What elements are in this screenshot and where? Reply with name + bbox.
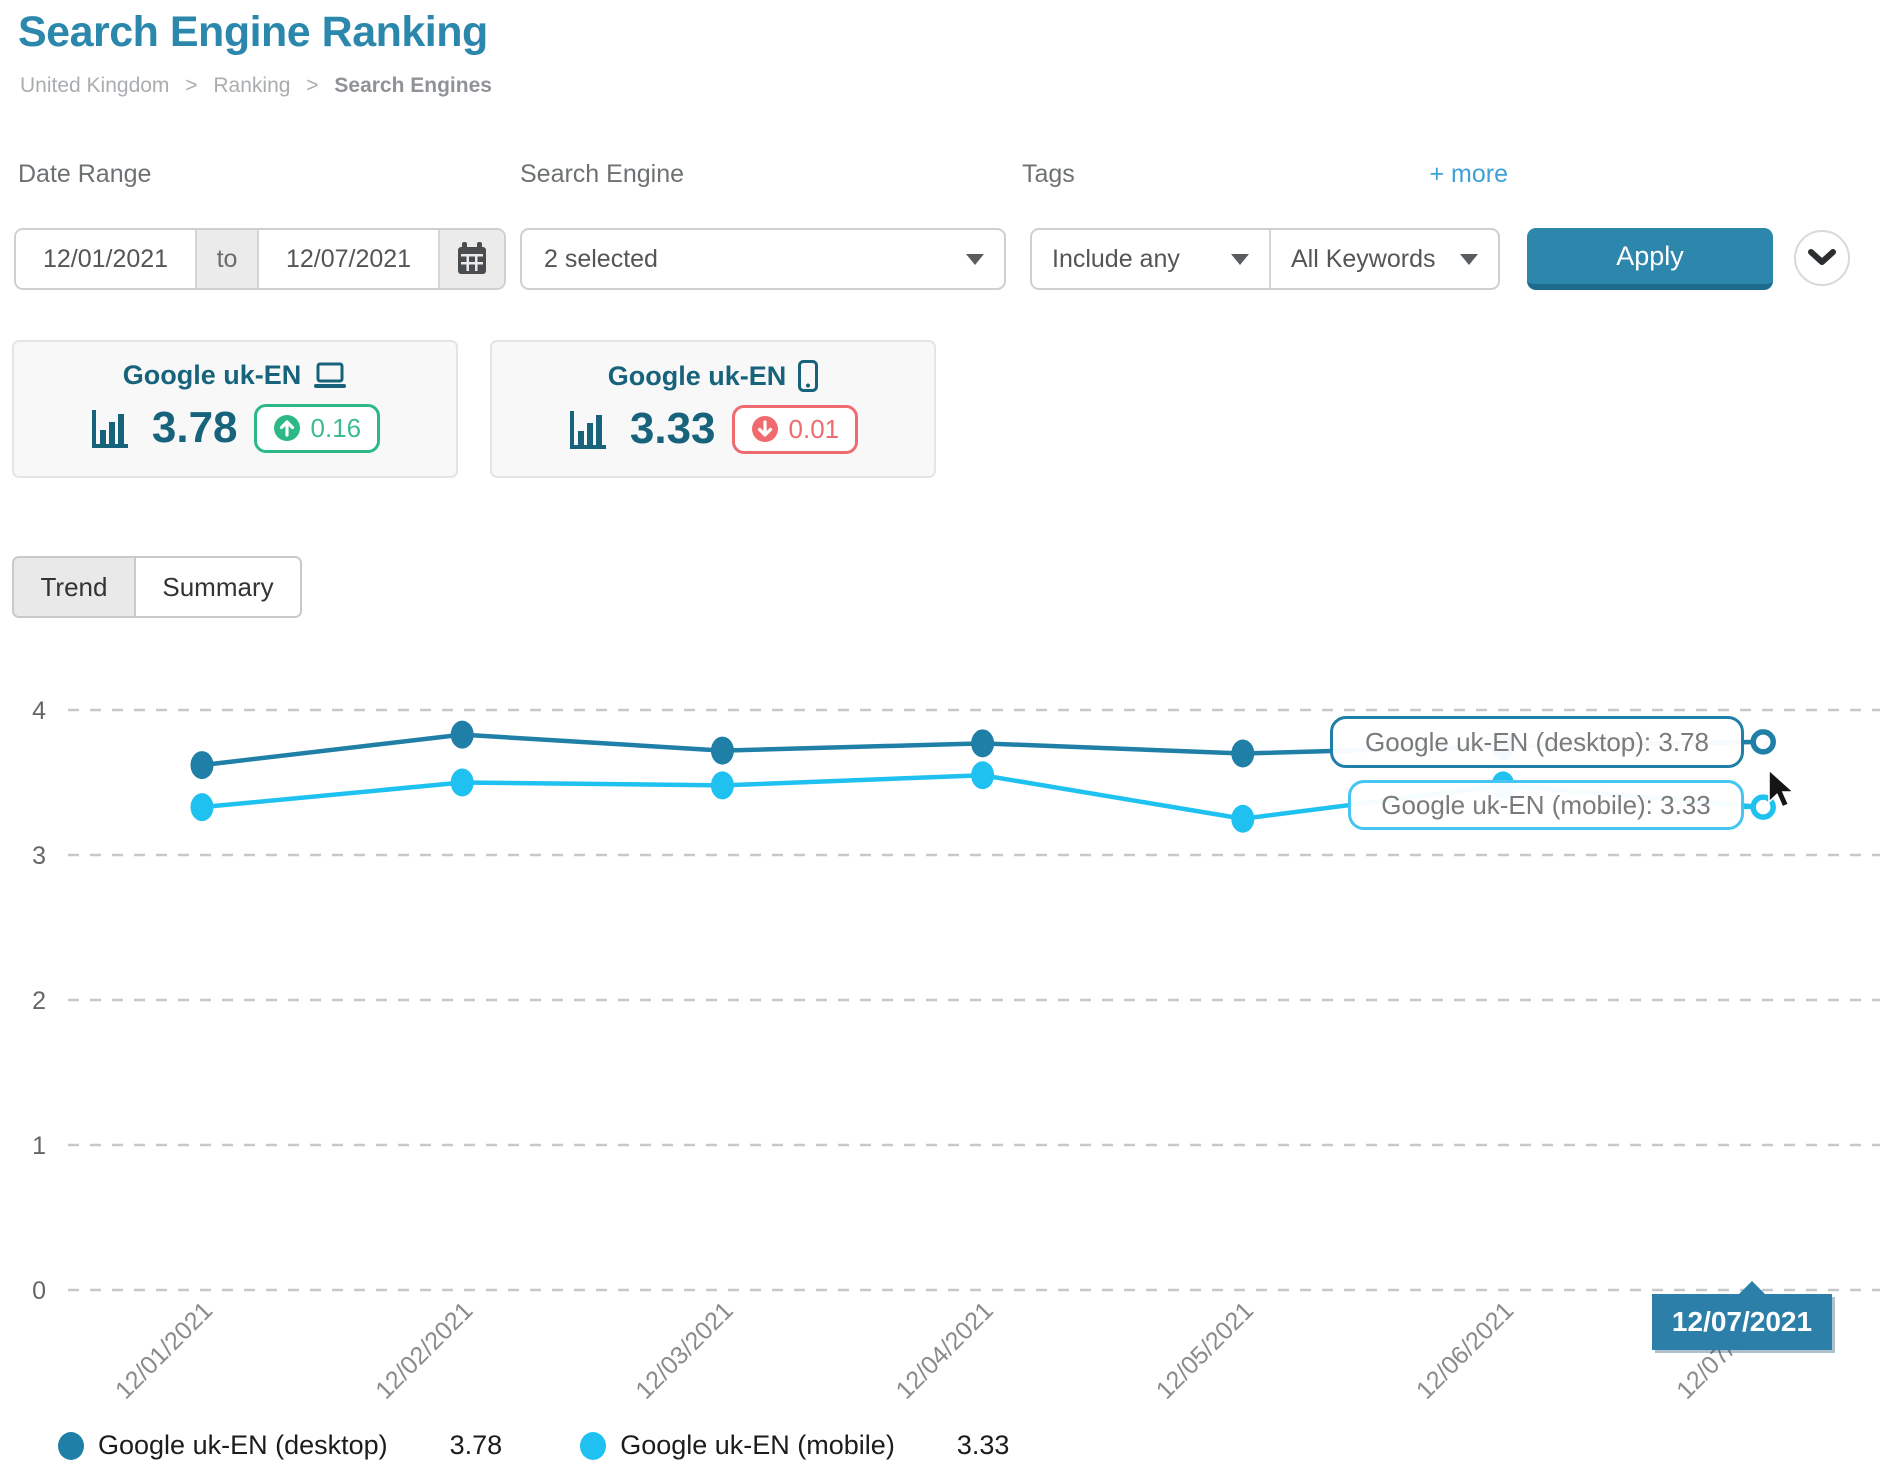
- card-title: Google uk-EN: [122, 360, 302, 390]
- chevron-down-icon: [1808, 249, 1836, 265]
- view-tabs: Trend Summary: [12, 556, 302, 618]
- breadcrumb-separator: >: [306, 74, 319, 97]
- tags-keywords-value: All Keywords: [1290, 244, 1436, 273]
- date-range-group: to: [14, 228, 506, 290]
- breadcrumb: United Kingdom > Ranking > Search Engine…: [20, 74, 502, 98]
- chevron-down-icon: [1460, 253, 1478, 265]
- mobile-icon: [798, 360, 819, 392]
- date-to-input[interactable]: [259, 230, 438, 288]
- tab-trend[interactable]: Trend: [14, 558, 136, 616]
- svg-text:4: 4: [32, 697, 46, 725]
- svg-text:1: 1: [32, 1132, 46, 1160]
- search-engine-label: Search Engine: [520, 160, 685, 188]
- delta-badge-down: 0.01: [731, 404, 859, 454]
- legend-value: 3.78: [449, 1430, 503, 1460]
- collapse-filters-button[interactable]: [1794, 230, 1850, 286]
- tags-keywords-select[interactable]: All Keywords: [1271, 230, 1498, 288]
- svg-text:12/03/2021: 12/03/2021: [630, 1296, 738, 1404]
- legend-item-desktop[interactable]: Google uk-EN (desktop) 3.78: [58, 1430, 502, 1461]
- legend-item-mobile[interactable]: Google uk-EN (mobile) 3.33: [580, 1430, 1009, 1461]
- apply-button[interactable]: Apply: [1527, 228, 1773, 290]
- svg-text:12/06/2021: 12/06/2021: [1411, 1296, 1519, 1404]
- bar-chart-icon: [569, 411, 606, 449]
- tags-label: Tags: [1022, 160, 1075, 188]
- legend-dot-mobile: [580, 1431, 607, 1460]
- svg-text:2: 2: [32, 987, 46, 1015]
- chart-tooltip-desktop: Google uk-EN (desktop): 3.78: [1330, 716, 1744, 768]
- metric-card-desktop: Google uk-EN 3.78 0.16: [12, 340, 458, 478]
- tags-group: Include any All Keywords: [1030, 228, 1500, 290]
- svg-text:3: 3: [32, 842, 46, 870]
- legend-dot-desktop: [58, 1431, 84, 1460]
- svg-text:12/01/2021: 12/01/2021: [110, 1296, 218, 1404]
- search-engine-selected-value: 2 selected: [544, 244, 658, 273]
- legend-value: 3.33: [956, 1430, 1010, 1460]
- search-engine-select[interactable]: 2 selected: [520, 228, 1006, 290]
- delta-value: 0.01: [788, 413, 840, 444]
- mouse-cursor-icon: [1768, 768, 1796, 809]
- chevron-down-icon: [966, 253, 984, 265]
- desktop-icon: [314, 362, 347, 388]
- chart-legend: Google uk-EN (desktop) 3.78 Google uk-EN…: [58, 1430, 1009, 1461]
- more-filters-link[interactable]: + more: [1429, 160, 1508, 188]
- breadcrumb-ranking[interactable]: Ranking: [213, 74, 291, 97]
- bar-chart-icon: [91, 410, 128, 448]
- delta-value: 0.16: [310, 412, 362, 443]
- svg-text:12/05/2021: 12/05/2021: [1151, 1296, 1259, 1404]
- chevron-down-icon: [1230, 253, 1249, 265]
- card-value: 3.33: [629, 404, 716, 453]
- breadcrumb-current: Search Engines: [334, 74, 492, 97]
- breadcrumb-separator: >: [185, 74, 198, 97]
- page-title: Search Engine Ranking: [18, 8, 488, 56]
- tags-mode-select[interactable]: Include any: [1032, 230, 1271, 288]
- legend-label: Google uk-EN (desktop): [98, 1430, 388, 1460]
- calendar-icon: [458, 242, 486, 274]
- card-title: Google uk-EN: [607, 360, 787, 391]
- arrow-down-circle-icon: [751, 416, 778, 442]
- tab-summary[interactable]: Summary: [136, 558, 300, 616]
- calendar-button[interactable]: [438, 230, 504, 288]
- breadcrumb-country[interactable]: United Kingdom: [20, 74, 170, 97]
- svg-text:12/02/2021: 12/02/2021: [370, 1296, 478, 1404]
- trend-line-chart[interactable]: 0 1 2 3 4 12/01/2021 12/02/2021 12/03/2021 12/04…: [0, 640, 1892, 1430]
- selected-date-label: 12/07/2021: [1652, 1281, 1832, 1350]
- svg-text:12/04/2021: 12/04/2021: [891, 1296, 999, 1404]
- card-value: 3.78: [151, 403, 238, 452]
- metric-card-mobile: Google uk-EN 3.33 0.01: [490, 340, 936, 478]
- chart-tooltip-mobile: Google uk-EN (mobile): 3.33: [1348, 780, 1744, 830]
- legend-label: Google uk-EN (mobile): [620, 1430, 895, 1460]
- date-to-label: to: [195, 230, 259, 288]
- tags-mode-value: Include any: [1052, 244, 1180, 273]
- date-from-input[interactable]: [16, 230, 195, 288]
- delta-badge-up: 0.16: [253, 403, 381, 453]
- svg-text:0: 0: [32, 1277, 46, 1305]
- arrow-up-circle-icon: [273, 415, 300, 441]
- date-range-label: Date Range: [18, 160, 152, 188]
